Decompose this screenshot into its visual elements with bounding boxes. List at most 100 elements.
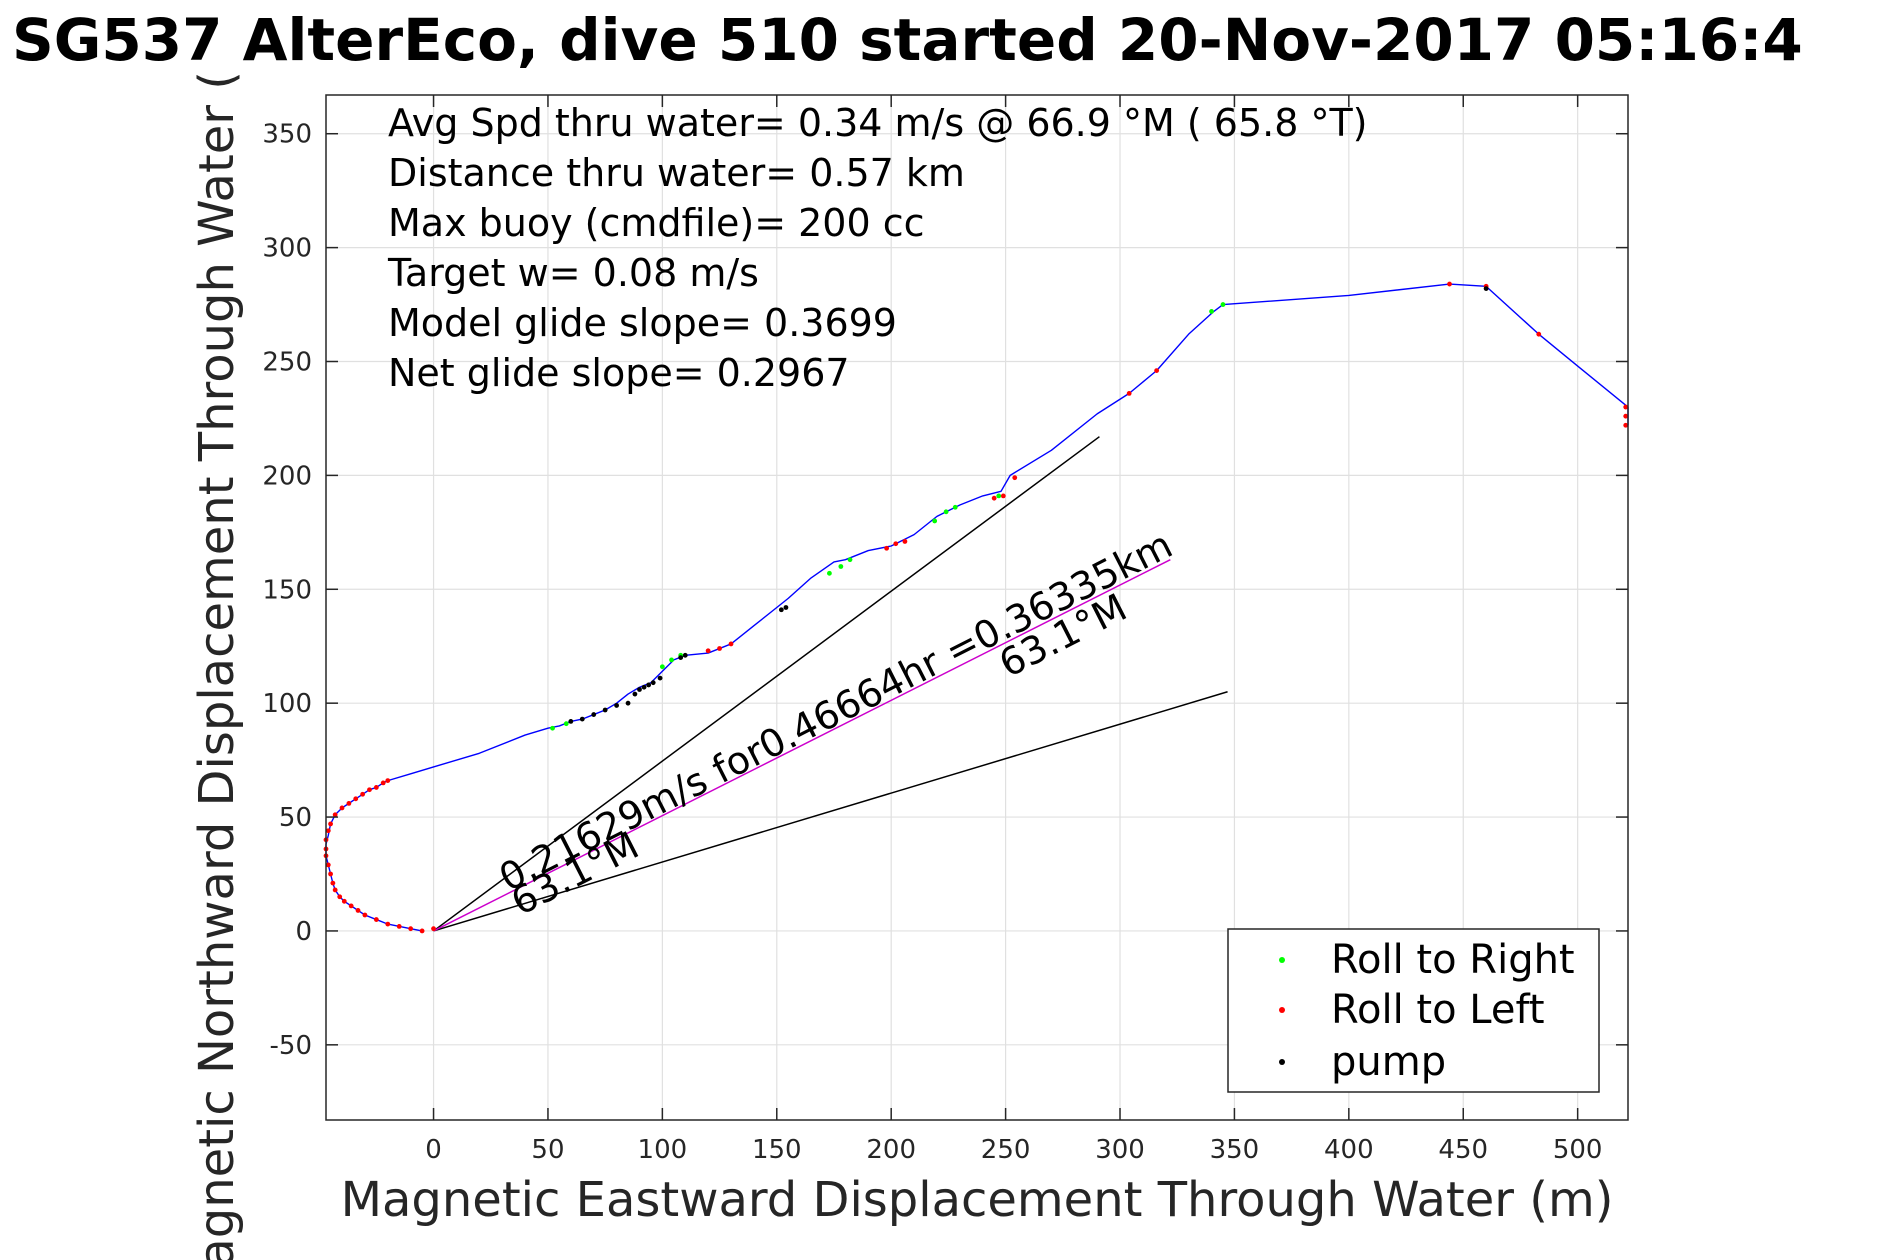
x-tick-label: 100 xyxy=(638,1135,688,1165)
roll-left-point xyxy=(884,545,890,551)
y-tick-label: 150 xyxy=(262,575,312,605)
annotation-avg-speed: Avg Spd thru water= 0.34 m/s @ 66.9 °M (… xyxy=(388,101,1368,145)
pump-point xyxy=(641,684,647,690)
roll-right-point xyxy=(550,725,555,731)
y-axis-label: Magnetic Northward Displacement Through … xyxy=(189,71,245,1260)
x-axis-label: Magnetic Eastward Displacement Through W… xyxy=(341,1172,1614,1228)
y-tick-label: 50 xyxy=(279,803,312,833)
roll-left-point xyxy=(337,894,343,900)
roll-left-point xyxy=(362,912,368,918)
roll-left-point xyxy=(353,796,359,802)
annotation-block: Avg Spd thru water= 0.34 m/s @ 66.9 °M (… xyxy=(387,101,1368,395)
pump-point xyxy=(602,707,608,713)
pump-point xyxy=(778,607,784,613)
roll-left-point xyxy=(1623,413,1629,419)
roll-right-point xyxy=(659,664,665,670)
pump-point xyxy=(625,700,631,706)
legend-box xyxy=(1227,928,1600,1093)
pump-point xyxy=(579,716,585,722)
roll-left-point xyxy=(431,926,436,932)
x-tick-label: 450 xyxy=(1438,1135,1488,1165)
roll-right-point xyxy=(669,657,674,663)
pump-point xyxy=(650,680,656,686)
y-tick-label: 250 xyxy=(262,348,312,378)
x-axis-ticks: 0 50 100 150 200 250 300 350 400 450 500 xyxy=(425,95,1602,1165)
reference-lines xyxy=(433,436,1228,932)
roll-right-point xyxy=(827,570,832,576)
roll-right-point xyxy=(996,493,1002,499)
plot-frame xyxy=(325,94,1629,1121)
roll-right-point xyxy=(563,721,569,727)
roll-left-point xyxy=(1154,368,1160,374)
annotation-max-buoy: Max buoy (cmdfile)= 200 cc xyxy=(388,201,925,245)
pump-point xyxy=(657,675,663,681)
roll-left-point xyxy=(385,778,391,784)
x-tick-label: 50 xyxy=(531,1135,564,1165)
legend-label-roll-left: Roll to Left xyxy=(1331,987,1545,1033)
current-line xyxy=(433,558,1171,932)
roll-left-point xyxy=(325,862,331,868)
roll-left-point xyxy=(1536,331,1542,337)
roll-left-point xyxy=(328,821,333,827)
roll-left-point xyxy=(1126,390,1132,396)
reference-line xyxy=(433,436,1100,932)
x-tick-label: 250 xyxy=(981,1135,1031,1165)
y-axis-ticks: -50 0 50 100 150 200 250 300 350 xyxy=(262,120,1628,1061)
y-tick-label: 350 xyxy=(262,120,312,150)
roll-left-point xyxy=(332,887,338,893)
roll-left-point xyxy=(360,791,366,797)
x-tick-label: 150 xyxy=(752,1135,802,1165)
roll-right-point xyxy=(1220,302,1226,307)
roll-left-point xyxy=(991,495,997,501)
y-tick-label: 100 xyxy=(262,689,312,719)
legend-label-roll-right: Roll to Right xyxy=(1331,937,1575,983)
roll-right-point xyxy=(943,509,949,515)
pump-point xyxy=(568,718,574,724)
y-tick-label: 200 xyxy=(262,461,312,491)
x-tick-label: 300 xyxy=(1095,1135,1145,1165)
x-tick-label: 200 xyxy=(866,1135,916,1165)
annotation-distance: Distance thru water= 0.57 km xyxy=(388,151,965,195)
roll-left-point xyxy=(396,923,402,929)
legend-marker-pump xyxy=(1279,1059,1285,1065)
legend-marker-roll-right xyxy=(1279,957,1285,963)
roll-left-point xyxy=(325,828,331,834)
roll-left-point xyxy=(1000,493,1006,499)
pump-point xyxy=(637,687,642,692)
roll-left-point xyxy=(1623,404,1629,410)
roll-left-point xyxy=(893,541,899,547)
roll-left-point xyxy=(408,926,414,932)
roll-left-point xyxy=(1447,281,1452,287)
roll-left-point xyxy=(339,805,345,811)
roll-left-point xyxy=(355,908,361,913)
roll-left-point xyxy=(717,646,722,651)
roll-left-point xyxy=(902,539,908,544)
pump-point xyxy=(682,652,688,658)
roll-right-point xyxy=(952,504,958,510)
roll-left-point xyxy=(385,921,391,927)
roll-right-point xyxy=(838,564,844,569)
annotation-net-glide-slope: Net glide slope= 0.2967 xyxy=(388,351,850,395)
annotation-target-w: Target w= 0.08 m/s xyxy=(387,251,759,295)
roll-left-point xyxy=(705,648,711,654)
chart-title: SG537 AlterEco, dive 510 started 20-Nov-… xyxy=(12,6,1803,74)
roll-left-point xyxy=(328,871,333,877)
roll-left-point xyxy=(332,812,338,818)
y-tick-label: 0 xyxy=(295,917,312,947)
x-tick-label: 400 xyxy=(1324,1135,1374,1165)
markers-group xyxy=(323,281,1629,934)
roll-left-point xyxy=(346,800,352,806)
pump-point xyxy=(614,703,620,708)
roll-right-point xyxy=(1209,308,1214,314)
pump-point xyxy=(1483,286,1489,292)
roll-left-point xyxy=(367,787,372,793)
roll-left-point xyxy=(1012,475,1018,481)
roll-left-point xyxy=(373,785,379,790)
pump-point xyxy=(783,605,789,610)
roll-left-point xyxy=(728,641,734,647)
roll-left-point xyxy=(1623,422,1629,428)
x-tick-label: 500 xyxy=(1553,1135,1603,1165)
roll-left-point xyxy=(348,903,354,909)
x-tick-label: 350 xyxy=(1210,1135,1260,1165)
